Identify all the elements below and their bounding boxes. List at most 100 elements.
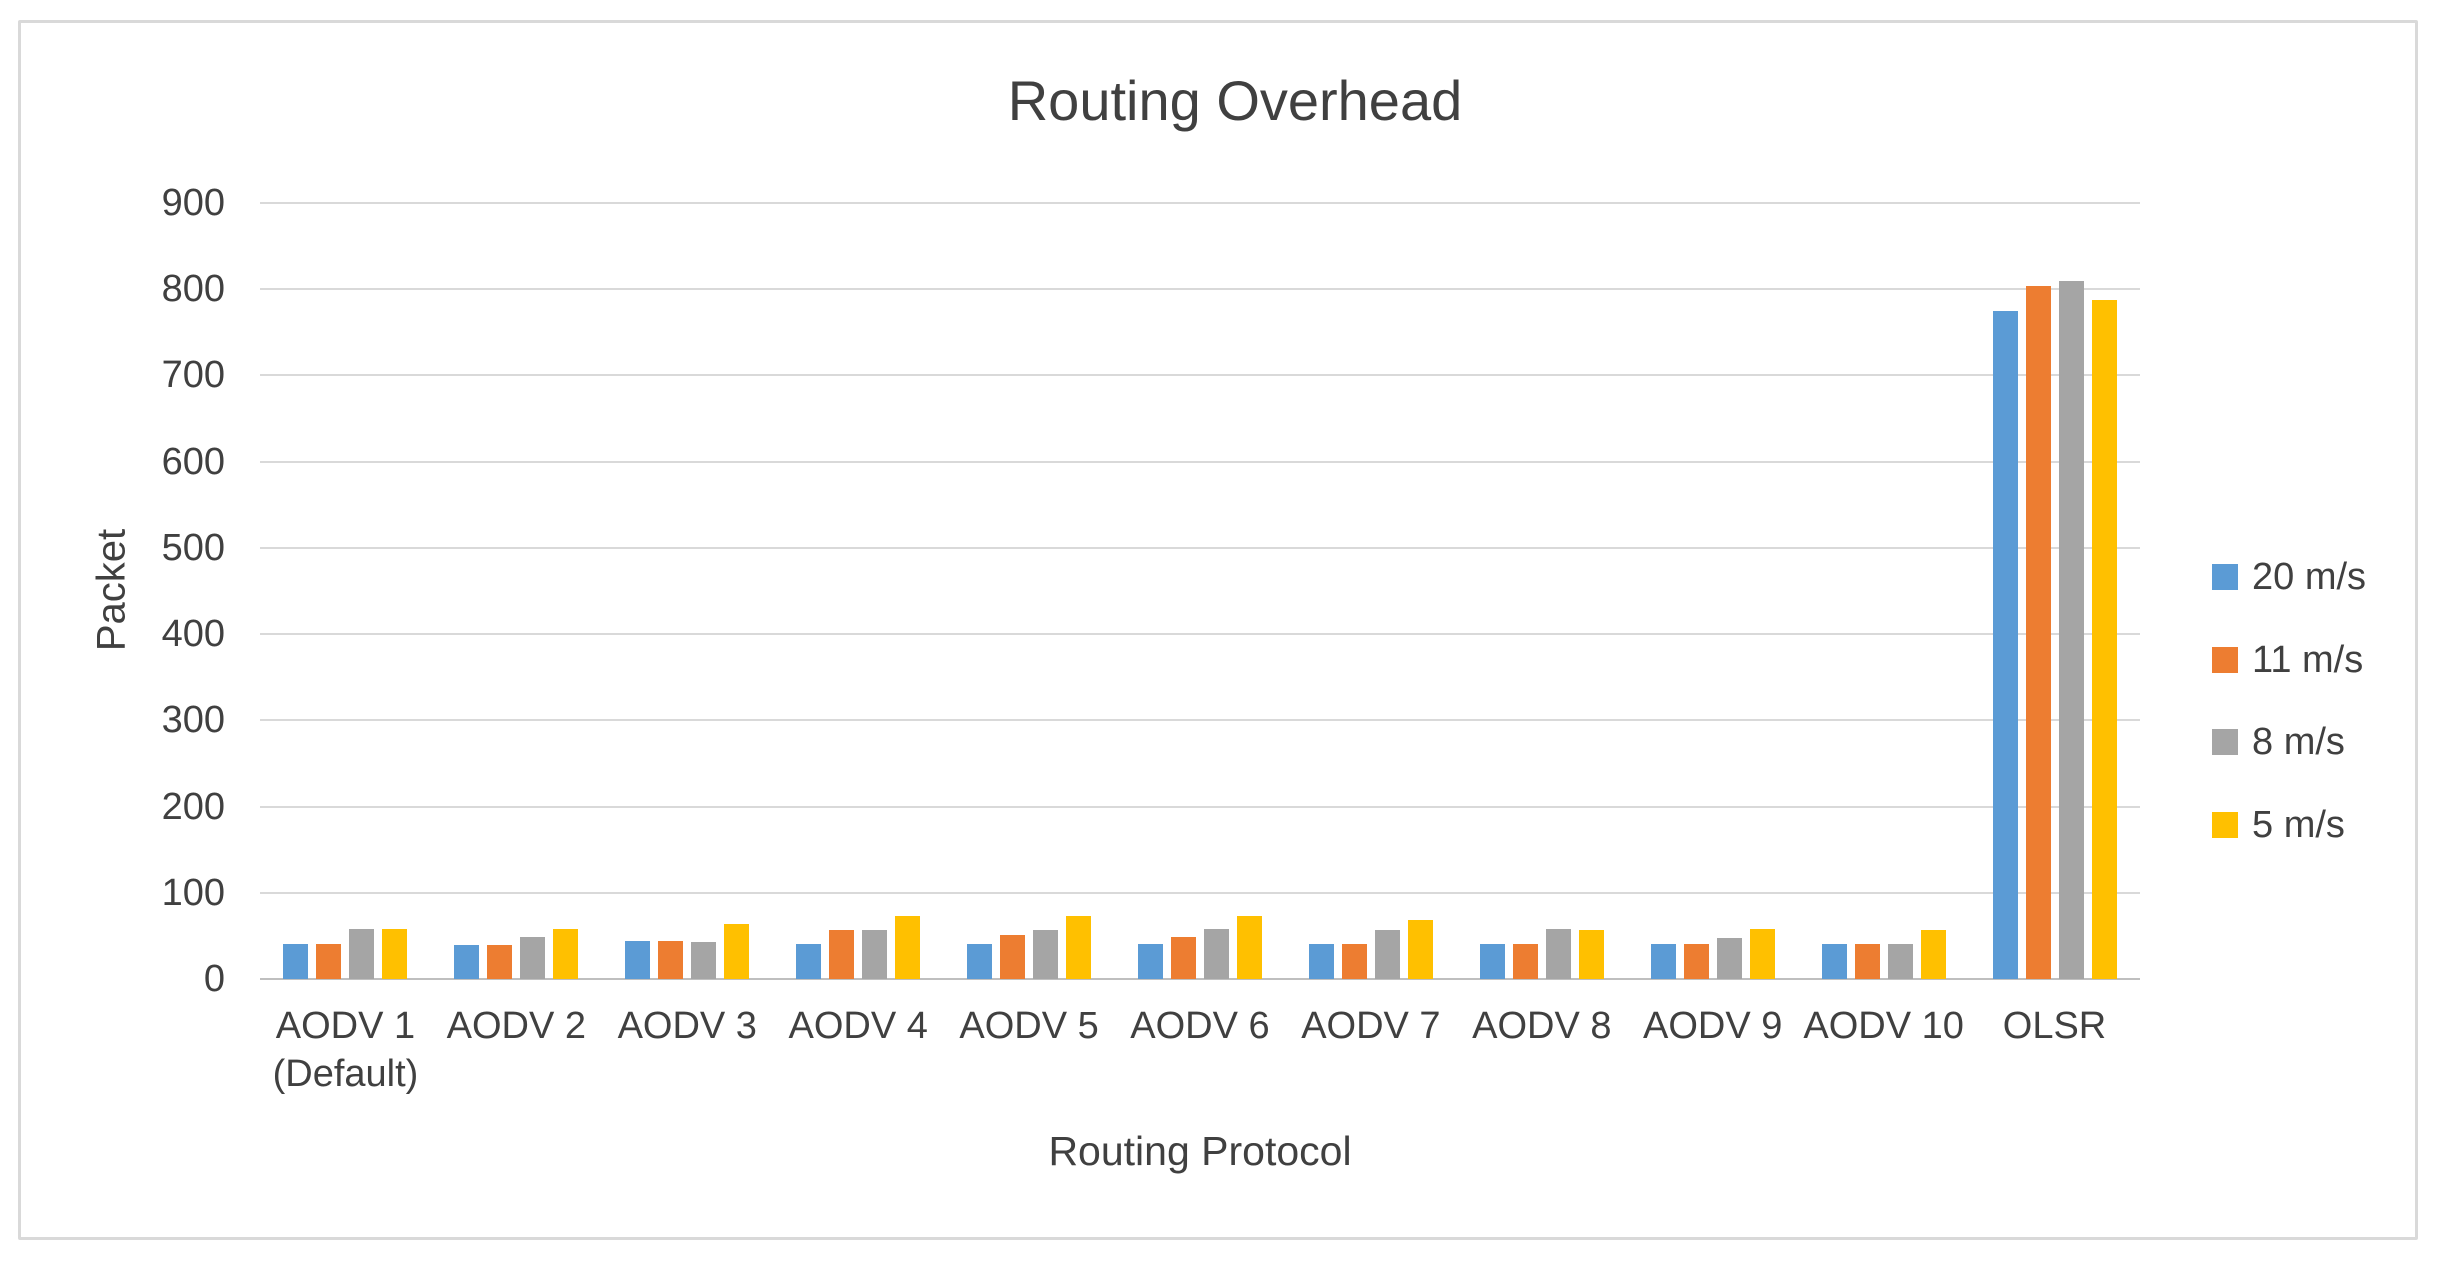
bar <box>1992 310 2018 979</box>
gridline <box>260 288 2140 291</box>
bar <box>316 943 342 979</box>
gridline <box>260 633 2140 636</box>
y-tick-label: 900 <box>161 182 225 224</box>
bar <box>1821 943 1847 979</box>
x-tick-label: AODV 8 <box>1472 1005 1612 1047</box>
bar <box>382 929 408 979</box>
bar <box>1749 929 1775 979</box>
bar <box>1170 936 1196 979</box>
legend-item: 5 m/s <box>2212 803 2345 847</box>
bar <box>1920 929 1946 979</box>
bar <box>625 941 651 979</box>
bar <box>724 923 750 979</box>
gridline <box>260 891 2140 894</box>
bar <box>1000 935 1026 979</box>
bar-group <box>773 203 944 979</box>
bar <box>2091 300 2117 979</box>
y-tick-label: 700 <box>161 354 225 397</box>
x-tick-label: AODV 10 <box>1803 1005 1964 1047</box>
y-tick-label: 500 <box>161 526 225 569</box>
legend-label: 20 m/s <box>2252 556 2367 598</box>
bar <box>1716 937 1742 979</box>
gridline <box>260 546 2140 549</box>
bar <box>1545 929 1571 979</box>
gridline <box>260 719 2140 722</box>
bar <box>454 945 480 979</box>
bar <box>895 916 921 979</box>
bar <box>1033 929 1059 979</box>
legend-swatch <box>2212 646 2238 673</box>
legend-swatch <box>2212 811 2238 838</box>
legend-item: 20 m/s <box>2212 555 2366 599</box>
x-tick-label: AODV 2 <box>446 1005 587 1047</box>
y-tick-label: 200 <box>161 785 225 828</box>
bar-group <box>1798 203 1969 979</box>
bar-group <box>1456 203 1627 979</box>
legend-label: 5 m/s <box>2252 803 2345 846</box>
bar-group <box>260 203 431 979</box>
legend-item: 11 m/s <box>2212 638 2363 682</box>
x-tick-label: AODV 7 <box>1301 1005 1441 1047</box>
bar <box>796 943 822 979</box>
x-tick-label: AODV 5 <box>959 1005 1099 1047</box>
bar <box>1066 916 1092 979</box>
bar <box>1236 916 1262 979</box>
bar <box>691 941 717 979</box>
bar <box>1854 943 1880 979</box>
bar <box>1407 920 1433 979</box>
gridline <box>260 805 2140 808</box>
bar <box>2058 281 2084 979</box>
bar-group <box>1285 203 1456 979</box>
bar <box>1887 943 1913 979</box>
chart-border <box>18 20 2418 1240</box>
y-tick-label: 800 <box>161 268 225 311</box>
bar <box>283 943 309 979</box>
x-tick-label: AODV 4 <box>788 1005 928 1047</box>
bar-groups <box>260 203 2140 979</box>
x-tick-label: AODV 6 <box>1130 1005 1270 1047</box>
gridline <box>260 374 2140 377</box>
x-tick-label: OLSR <box>2002 1005 2107 1047</box>
bar-group <box>944 203 1115 979</box>
bar <box>1203 929 1229 979</box>
bar <box>2025 285 2051 979</box>
bar <box>349 929 375 979</box>
bar <box>1578 929 1604 979</box>
bar <box>1137 943 1163 979</box>
x-axis-tick-labels: AODV 1 (Default) AODV 2 AODV 3 AODV 4 AODV 5 A… <box>260 1002 2140 1098</box>
x-tick-label: AODV 3 <box>617 1005 757 1047</box>
gridline <box>260 202 2140 204</box>
bar <box>553 929 579 979</box>
bar <box>487 945 513 979</box>
bar <box>1308 943 1334 979</box>
legend-label: 8 m/s <box>2252 721 2345 763</box>
x-axis-line <box>260 978 2140 980</box>
bar <box>862 929 888 979</box>
legend-swatch <box>2212 729 2238 755</box>
legend-item: 8 m/s <box>2212 720 2345 764</box>
bar-group <box>1969 203 2140 979</box>
chart-title: Routing Overhead <box>1007 69 1463 132</box>
y-tick-label: 300 <box>161 699 225 742</box>
y-tick-label: 100 <box>161 871 225 914</box>
x-tick-label: AODV 1 (Default) <box>272 1005 419 1095</box>
bar <box>967 943 993 979</box>
y-tick-label: 600 <box>161 440 225 483</box>
x-tick-label: AODV 9 <box>1643 1005 1783 1047</box>
plot-area <box>260 202 2140 980</box>
bar-group <box>1115 203 1286 979</box>
legend-label: 11 m/s <box>2252 638 2364 681</box>
gridline <box>260 460 2140 463</box>
legend-swatch <box>2212 564 2238 590</box>
x-axis-title: Routing Protocol <box>1048 1128 1352 1174</box>
bar <box>1479 943 1505 979</box>
bar-group <box>1627 203 1798 979</box>
bar <box>1341 943 1367 979</box>
bar <box>520 936 546 979</box>
bar-group <box>602 203 773 979</box>
y-tick-label: 400 <box>161 613 225 656</box>
bar <box>1374 929 1400 979</box>
bar-group <box>431 203 602 979</box>
bar <box>1650 943 1676 979</box>
bar <box>829 929 855 979</box>
